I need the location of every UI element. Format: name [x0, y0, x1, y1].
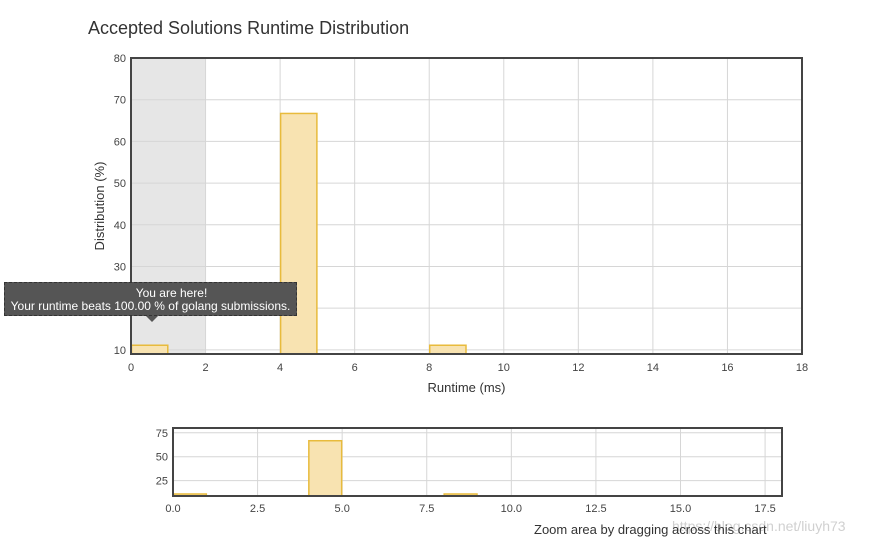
y-tick-label: 40 — [114, 220, 126, 232]
y-tick-label: 50 — [156, 452, 168, 464]
x-tick-label: 12 — [572, 362, 584, 374]
x-tick-label: 2.5 — [250, 503, 265, 515]
x-tick-label: 14 — [647, 362, 659, 374]
x-tick-label: 6 — [352, 362, 358, 374]
x-tick-label: 8 — [426, 362, 432, 374]
x-tick-label: 4 — [277, 362, 283, 374]
x-tick-label: 2 — [202, 362, 208, 374]
y-tick-label: 70 — [114, 95, 126, 107]
x-tick-label: 18 — [796, 362, 808, 374]
y-tick-label: 50 — [114, 178, 126, 190]
y-tick-label: 80 — [114, 53, 126, 65]
x-tick-label: 0 — [128, 362, 134, 374]
y-axis-label: Distribution (%) — [92, 162, 107, 251]
histogram-bar — [279, 112, 318, 355]
y-tick-label: 10 — [114, 345, 126, 357]
x-tick-label: 17.5 — [754, 503, 775, 515]
x-axis-label: Runtime (ms) — [427, 380, 505, 395]
x-tick-label: 7.5 — [419, 503, 434, 515]
y-tick-label: 25 — [156, 476, 168, 488]
tooltip-arrow — [146, 316, 158, 322]
chart-title: Accepted Solutions Runtime Distribution — [88, 18, 410, 38]
x-tick-label: 16 — [721, 362, 733, 374]
zoom-hint: Zoom area by dragging across this chart — [534, 522, 767, 537]
x-tick-label: 15.0 — [670, 503, 691, 515]
runtime-tooltip: You are here! Your runtime beats 100.00 … — [4, 282, 297, 316]
watermark: https://blog.csdn.net/liuyh73 — [672, 518, 846, 534]
tooltip-title: You are here! — [135, 286, 208, 300]
x-tick-label: 12.5 — [585, 503, 606, 515]
y-tick-label: 30 — [114, 261, 126, 273]
plot-frame — [172, 427, 783, 497]
x-tick-label: 10.0 — [501, 503, 522, 515]
y-tick-label: 75 — [156, 428, 168, 440]
histogram-bar — [428, 344, 467, 355]
tooltip-message: Your runtime beats 100.00 % of golang su… — [10, 299, 291, 313]
histogram-bar — [130, 344, 169, 355]
x-tick-label: 5.0 — [335, 503, 350, 515]
histogram-bar — [308, 439, 343, 497]
main-chart[interactable]: 0246810121416181020304050607080Runtime (… — [92, 53, 808, 395]
y-tick-label: 60 — [114, 136, 126, 148]
x-tick-label: 10 — [498, 362, 510, 374]
zoom-overview-chart[interactable]: 0.0 2.5 5.0 7.5 10.0 12.5 15.0 17.5 25 50 75 — [156, 427, 783, 515]
x-tick-label: 0.0 — [165, 503, 180, 515]
plot-frame — [130, 57, 803, 355]
